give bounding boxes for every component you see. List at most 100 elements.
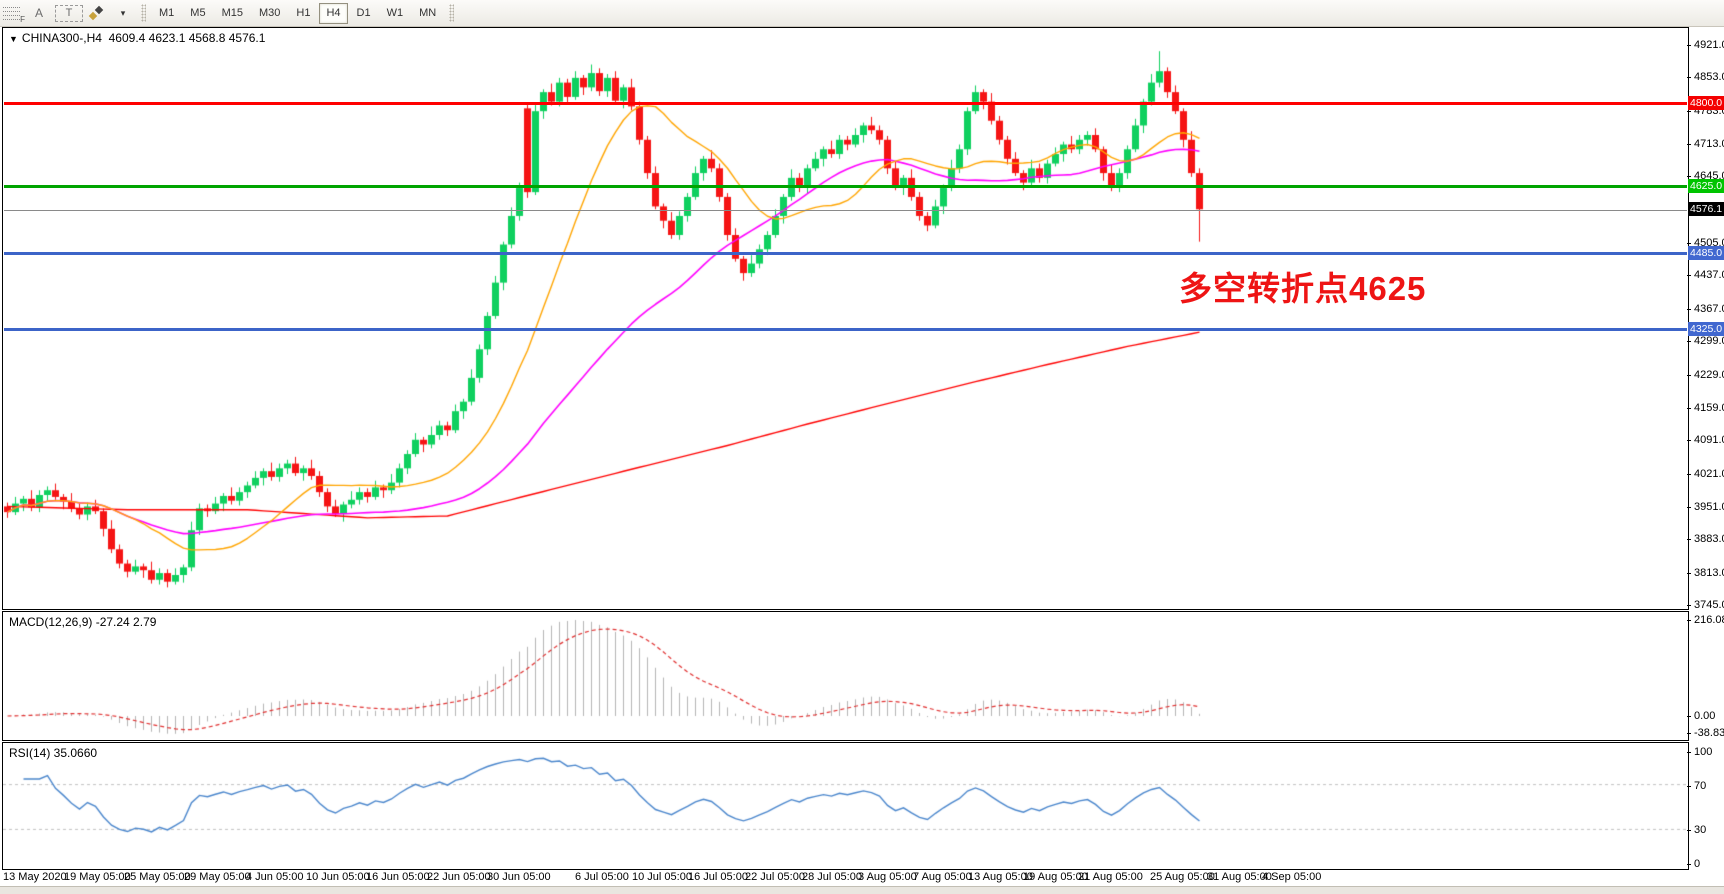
price-tick bbox=[1687, 243, 1691, 245]
indicator-tick bbox=[1687, 620, 1691, 621]
support-price-badge: 4485.0 bbox=[1688, 245, 1724, 260]
fibonacci-tool-icon[interactable]: F bbox=[3, 6, 25, 24]
timeframe-M30-button[interactable]: M30 bbox=[258, 7, 281, 19]
last-price-price-badge: 4576.1 bbox=[1688, 202, 1724, 217]
macd-chart-canvas[interactable] bbox=[3, 612, 1686, 738]
indicator-tick bbox=[1687, 716, 1691, 717]
price-tick-label: 4367.0 bbox=[1694, 302, 1724, 315]
price-tick bbox=[1687, 308, 1691, 310]
time-tick-label: 31 Aug 05:00 bbox=[1207, 871, 1272, 883]
time-tick-label: 29 May 05:00 bbox=[184, 871, 251, 883]
price-tick bbox=[1687, 374, 1691, 376]
time-tick-label: 19 Aug 05:00 bbox=[1023, 871, 1088, 883]
price-tick-label: 3951.0 bbox=[1694, 500, 1724, 513]
annotation-text: 多空转折点4625 bbox=[1179, 270, 1427, 307]
rsi-chart-canvas[interactable] bbox=[3, 743, 1686, 867]
text-tool-icon[interactable]: A bbox=[34, 6, 43, 20]
rsi-panel: RSI(14) 35.0660 bbox=[2, 742, 1689, 870]
price-tick-label: 4299.0 bbox=[1694, 335, 1724, 348]
main-chart-panel: ▼ CHINA300-,H4 4609.4 4623.1 4568.8 4576.… bbox=[2, 27, 1689, 610]
arrows-tool-icon[interactable] bbox=[88, 5, 109, 21]
price-tick-label: 4091.0 bbox=[1694, 434, 1724, 447]
price-tick-label: 4229.0 bbox=[1694, 368, 1724, 381]
timeframe-M1-button[interactable]: M1 bbox=[159, 7, 175, 19]
price-tick bbox=[1687, 539, 1691, 541]
time-tick-label: 10 Jul 05:00 bbox=[632, 871, 692, 883]
timeframe-MN-button[interactable]: MN bbox=[419, 7, 437, 19]
indicator-tick bbox=[1687, 864, 1691, 865]
price-tick-label: 4921.0 bbox=[1694, 39, 1724, 51]
price-tick bbox=[1687, 77, 1691, 79]
support-line-4485.0[interactable] bbox=[4, 252, 1687, 256]
price-tick bbox=[1687, 473, 1691, 475]
indicator-tick-label: 0 bbox=[1694, 858, 1701, 870]
time-tick-label: 22 Jul 05:00 bbox=[745, 871, 805, 883]
price-tick bbox=[1687, 144, 1691, 146]
indicator-tick-label: 70 bbox=[1694, 779, 1707, 792]
price-tick bbox=[1687, 572, 1691, 574]
time-tick-label: 4 Jun 05:00 bbox=[246, 871, 304, 883]
price-tick-label: 4713.0 bbox=[1694, 138, 1724, 151]
time-tick-label: 21 Aug 05:00 bbox=[1078, 871, 1143, 883]
arrows-dropdown-caret-icon[interactable]: ▾ bbox=[120, 7, 126, 18]
time-tick-label: 28 Jul 05:00 bbox=[802, 871, 862, 883]
chart-title: ▼ CHINA300-,H4 4609.4 4623.1 4568.8 4576.… bbox=[9, 31, 265, 45]
price-tick-label: 4021.0 bbox=[1694, 467, 1724, 480]
time-tick-label: 13 Aug 05:00 bbox=[968, 871, 1033, 883]
price-tick-label: 4437.0 bbox=[1694, 269, 1724, 282]
time-tick-label: 6 Jul 05:00 bbox=[575, 871, 629, 883]
rsi-indicator-label: RSI(14) 35.0660 bbox=[9, 746, 98, 760]
time-tick-label: 19 May 05:00 bbox=[64, 871, 131, 883]
toolbar: F A T ▾ M1 M5 M15 M30 H1 H4 D1 W1 MN bbox=[0, 0, 1724, 27]
indicator-tick bbox=[1687, 752, 1691, 753]
indicator-tick-label: 30 bbox=[1694, 824, 1707, 837]
pivot-line-4625.0[interactable] bbox=[4, 185, 1687, 189]
time-tick-label: 30 Jun 05:00 bbox=[487, 871, 551, 883]
price-tick bbox=[1687, 341, 1691, 343]
resistance-price-badge: 4800.0 bbox=[1688, 95, 1724, 110]
timeframe-H4-button[interactable]: H4 bbox=[319, 2, 348, 24]
timeframe-W1-button[interactable]: W1 bbox=[386, 7, 404, 19]
timeframe-M15-button[interactable]: M15 bbox=[221, 7, 243, 19]
price-tick bbox=[1687, 176, 1691, 178]
macd-indicator-label: MACD(12,26,9) -27.24 2.79 bbox=[9, 615, 157, 629]
time-tick-label: 16 Jun 05:00 bbox=[366, 871, 430, 883]
time-tick-label: 10 Jun 05:00 bbox=[306, 871, 370, 883]
pivot-price-badge: 4625.0 bbox=[1688, 178, 1724, 193]
macd-panel: MACD(12,26,9) -27.24 2.79 bbox=[2, 611, 1689, 741]
price-tick-label: 4159.0 bbox=[1694, 401, 1724, 414]
price-tick-label: 4853.0 bbox=[1694, 71, 1724, 84]
toolbar-grip[interactable] bbox=[449, 4, 455, 22]
price-tick bbox=[1687, 110, 1691, 112]
resistance-line-4800.0[interactable] bbox=[4, 102, 1687, 106]
price-tick bbox=[1687, 407, 1691, 409]
toolbar-grip[interactable] bbox=[141, 4, 146, 22]
indicator-tick-label: 0.00 bbox=[1694, 710, 1716, 722]
time-tick-label: 16 Jul 05:00 bbox=[688, 871, 748, 883]
time-tick-label: 7 Aug 05:00 bbox=[913, 871, 972, 883]
price-tick bbox=[1687, 605, 1691, 606]
indicator-tick bbox=[1687, 830, 1691, 832]
chart-symbol-label: CHINA300-,H4 bbox=[21, 31, 102, 45]
timeframe-M5-button[interactable]: M5 bbox=[190, 7, 206, 19]
indicator-tick bbox=[1687, 785, 1691, 787]
timeframe-H1-button[interactable]: H1 bbox=[296, 7, 311, 19]
price-tick-label: 3745.0 bbox=[1694, 599, 1724, 611]
chart-ohlc-values: 4609.4 4623.1 4568.8 4576.1 bbox=[108, 31, 266, 45]
timeframe-D1-button[interactable]: D1 bbox=[356, 7, 371, 19]
time-tick-label: 3 Aug 05:00 bbox=[858, 871, 917, 883]
price-tick-label: 3813.0 bbox=[1694, 566, 1724, 579]
collapse-triangle-icon[interactable]: ▼ bbox=[9, 34, 18, 44]
time-tick-label: 13 May 2020 bbox=[3, 871, 67, 883]
time-tick-label: 22 Jun 05:00 bbox=[427, 871, 491, 883]
support-price-badge: 4325.0 bbox=[1688, 321, 1724, 336]
last-price-line-4576.1 bbox=[4, 209, 1687, 211]
price-tick bbox=[1687, 506, 1691, 508]
label-tool-icon[interactable]: T bbox=[55, 4, 83, 22]
candlestick-chart-canvas[interactable] bbox=[3, 28, 1686, 607]
support-line-4325.0[interactable] bbox=[4, 328, 1687, 332]
time-tick-label: 25 May 05:00 bbox=[124, 871, 191, 883]
time-tick-label: 4 Sep 05:00 bbox=[1262, 871, 1322, 883]
indicator-tick bbox=[1687, 733, 1691, 735]
